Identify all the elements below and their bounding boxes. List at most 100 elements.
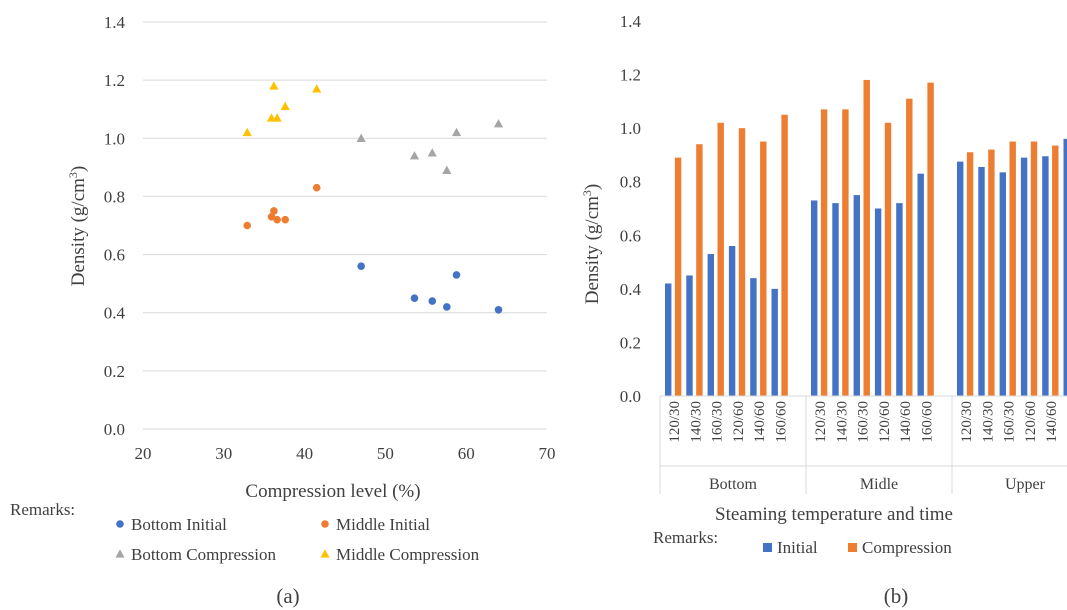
bar-category-label: 140/60 <box>898 401 914 443</box>
bar <box>696 144 703 396</box>
bar-y-tick-label: 0.6 <box>620 226 641 245</box>
bar-panel: 0.0 0.2 0.4 0.6 0.8 1.0 1.2 1.4 120/30 140/30 160… <box>580 12 1067 608</box>
bar <box>1052 145 1059 396</box>
scatter-point <box>493 119 504 128</box>
bar-category-label: 160/30 <box>856 401 872 443</box>
bar <box>853 195 860 396</box>
bar <box>738 128 746 396</box>
bar-category-label: 140/30 <box>980 401 996 443</box>
bar-legend-swatch <box>763 543 772 552</box>
bar-y-tick-label: 1.0 <box>620 119 641 138</box>
bar <box>927 82 934 396</box>
bar-y-tick-label: 1.4 <box>620 12 642 31</box>
bar <box>728 246 736 396</box>
scatter-legend-label: Bottom Initial <box>131 515 227 534</box>
bar <box>820 109 828 397</box>
bar <box>665 283 672 396</box>
bar <box>771 288 778 396</box>
panel-label-b: (b) <box>884 584 909 608</box>
bar-legend-label: Initial <box>777 538 818 557</box>
scatter-point <box>270 207 278 215</box>
scatter-point <box>428 297 437 305</box>
scatter-point <box>452 271 461 279</box>
bar <box>674 157 682 396</box>
scatter-gridlines <box>143 21 547 430</box>
bar-category-label: 120/60 <box>731 401 747 443</box>
scatter-legend-marker <box>116 520 124 528</box>
scatter-y-tick-label: 0.4 <box>104 304 126 323</box>
scatter-x-tick-label: 20 <box>135 444 152 463</box>
scatter-legend-label: Bottom Compression <box>131 545 276 564</box>
bar <box>686 275 693 396</box>
bar <box>832 203 839 396</box>
bar-category-label: 140/60 <box>1044 401 1060 443</box>
bar-y-tick-labels: 0.0 0.2 0.4 0.6 0.8 1.0 1.2 1.4 <box>620 12 642 406</box>
scatter-y-tick-label: 1.2 <box>104 71 125 90</box>
bar <box>811 200 818 396</box>
scatter-y-tick-label: 0.2 <box>104 362 125 381</box>
bar <box>842 109 849 397</box>
bar-legend: Initial Compression <box>763 538 952 557</box>
scatter-x-tick-labels: 20 30 40 50 60 70 <box>135 444 556 463</box>
bar-y-tick-label: 0.8 <box>620 173 641 192</box>
scatter-point <box>427 148 437 157</box>
bar <box>1020 157 1028 396</box>
bar-y-tick-label: 0.2 <box>620 333 641 352</box>
bar <box>750 278 757 396</box>
scatter-x-axis-label: Compression level (%) <box>245 481 420 502</box>
bar-category-label: 160/30 <box>710 401 726 443</box>
scatter-point <box>356 133 366 142</box>
scatter-x-tick-label: 50 <box>377 444 394 463</box>
bar <box>966 152 974 396</box>
scatter-y-tick-labels: 0.0 0.2 0.4 0.6 0.8 1.0 1.2 1.4 <box>104 13 126 439</box>
bar <box>1063 138 1067 396</box>
scatter-y-tick-label: 1.0 <box>104 129 125 148</box>
scatter-legend-marker <box>321 520 329 528</box>
scatter-y-tick-label: 1.4 <box>104 13 126 32</box>
bar-category-label: 120/30 <box>813 401 829 443</box>
bar-group-label: Bottom <box>709 476 758 493</box>
scatter-legend-marker <box>115 549 125 558</box>
bar-y-tick-label: 0.4 <box>620 280 642 299</box>
scatter-points <box>242 81 504 314</box>
scatter-legend-marker <box>320 549 330 558</box>
bar-category-label: 160/30 <box>1002 401 1018 443</box>
scatter-point <box>494 306 503 314</box>
bar-group-label: Midle <box>860 476 898 493</box>
bar-category-label: 120/30 <box>667 401 683 443</box>
bar-category-label: 120/60 <box>877 401 893 443</box>
bar <box>957 161 964 396</box>
scatter-point <box>451 127 462 137</box>
bar <box>906 98 913 396</box>
bar-legend-swatch <box>848 543 857 552</box>
bar-category-label: 120/60 <box>1023 401 1039 443</box>
scatter-legend-label: Middle Initial <box>336 515 430 534</box>
bar <box>874 208 882 396</box>
scatter-point <box>357 262 365 271</box>
bar-legend-label: Compression <box>862 538 952 557</box>
bar-y-tick-label: 1.2 <box>620 66 641 85</box>
bar-legend-title: Remarks: <box>653 528 718 547</box>
bar-y-axis-label: Density (g/cm3) <box>580 184 603 305</box>
bar <box>863 79 870 396</box>
panel-label-a: (a) <box>276 584 299 608</box>
bar <box>978 166 985 396</box>
bar <box>717 122 724 397</box>
scatter-point <box>409 151 420 160</box>
bar <box>1009 141 1016 396</box>
scatter-point <box>242 127 252 137</box>
scatter-point <box>442 165 452 174</box>
bar-y-tick-label: 0.0 <box>620 387 641 406</box>
scatter-legend: Bottom Initial Middle Initial Bottom Compr… <box>115 515 480 564</box>
scatter-x-tick-label: 60 <box>458 444 475 463</box>
scatter-x-tick-label: 40 <box>296 444 313 463</box>
scatter-point <box>280 101 290 110</box>
bar-category-label: 120/30 <box>959 401 975 443</box>
bar-category-label: 160/60 <box>1066 401 1067 443</box>
bar <box>760 141 767 396</box>
scatter-y-tick-label: 0.6 <box>104 246 125 265</box>
bar-category-axis <box>659 395 1067 494</box>
scatter-point <box>267 212 276 221</box>
scatter-y-tick-label: 0.0 <box>104 420 125 439</box>
